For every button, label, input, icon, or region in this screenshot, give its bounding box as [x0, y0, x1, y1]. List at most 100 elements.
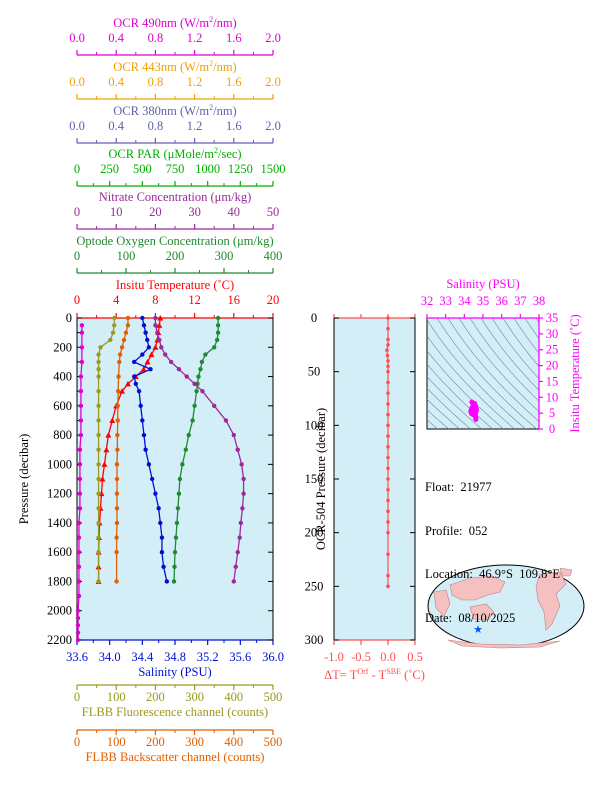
series-point — [119, 388, 126, 394]
series-point — [112, 315, 117, 321]
pressure-tick-label: 800 — [53, 428, 72, 442]
series-flbb-fluorescence-channel — [96, 315, 117, 584]
series-point — [131, 359, 137, 365]
ts-temp-tick-label: 25 — [546, 343, 559, 357]
series-point — [96, 388, 101, 394]
series-point — [196, 374, 201, 379]
series-point — [180, 462, 185, 467]
series-point — [123, 330, 129, 335]
density-contour — [513, 318, 539, 354]
dt-point — [386, 573, 390, 578]
map-africa — [433, 589, 451, 617]
series-point — [159, 549, 165, 555]
series-point — [96, 535, 101, 540]
dt-point — [386, 343, 390, 347]
pressure-tick-label: 600 — [53, 399, 72, 413]
dt-point — [386, 455, 390, 460]
density-contour — [447, 318, 539, 422]
series-point — [138, 403, 143, 409]
top-axis-tick-label: 30 — [188, 205, 201, 219]
series-point — [159, 345, 164, 350]
series-point — [156, 506, 161, 511]
series-point — [76, 520, 82, 526]
series-point — [140, 418, 145, 423]
series-point — [161, 564, 166, 570]
series-point — [198, 367, 203, 372]
bottom-axis-tick-label: 300 — [185, 690, 204, 704]
profile-number: Profile: 052 — [425, 523, 488, 538]
density-contour — [458, 318, 539, 412]
density-contour — [524, 318, 539, 340]
ts-plot-area — [426, 317, 540, 430]
series-point — [152, 344, 159, 350]
series-point — [78, 432, 84, 438]
top-axis-tick-label: 0 — [74, 293, 80, 307]
dt-point — [386, 391, 390, 395]
density-contour — [427, 376, 483, 429]
profile-plot-area — [76, 317, 274, 641]
ts-salinity-tick-label: 32 — [421, 294, 434, 308]
series-point — [183, 447, 188, 452]
dt-tick-label: -0.5 — [351, 650, 371, 664]
dt-point — [386, 337, 390, 342]
dt-point — [386, 530, 390, 535]
series-point — [98, 345, 103, 350]
series-point — [144, 358, 151, 365]
series-point — [241, 491, 246, 496]
bottom-axis-tick-label: 0 — [74, 735, 80, 749]
series-point — [96, 476, 101, 482]
series-point — [156, 322, 163, 328]
bottom-axis-title: FLBB Fluorescence channel (counts) — [82, 705, 268, 719]
series-point — [159, 535, 165, 540]
series-point — [155, 330, 160, 335]
series-point — [143, 330, 148, 335]
series-point — [237, 535, 242, 540]
series-point — [76, 593, 82, 599]
map-americas — [535, 571, 567, 631]
series-point — [114, 579, 119, 584]
series-point — [96, 418, 101, 423]
series-point — [77, 476, 83, 482]
top-axis-tick-label: 1.2 — [187, 119, 203, 133]
series-point — [215, 315, 221, 321]
pressure-tick-label: 1600 — [47, 545, 72, 559]
series-point — [214, 337, 220, 343]
series-point — [125, 315, 131, 321]
ocr-pressure-tick-label: 0 — [311, 311, 317, 325]
series-point — [200, 388, 205, 394]
series-point — [231, 432, 236, 438]
series-point — [76, 549, 82, 555]
ocr-pressure-tick-label: 250 — [305, 579, 324, 593]
series-point — [175, 506, 181, 511]
series-point — [75, 630, 81, 635]
series-point — [153, 323, 158, 328]
dt-point — [386, 498, 390, 503]
top-axis-tick-label: 300 — [215, 249, 234, 263]
ts-temp-tick-label: 20 — [546, 359, 559, 373]
series-point — [172, 564, 177, 570]
density-contour — [427, 319, 527, 429]
dt-point — [385, 348, 389, 353]
top-axis-tick-label: 0.8 — [148, 31, 164, 45]
profile-series — [75, 315, 246, 643]
top-axis-tick-label: 0.8 — [148, 119, 164, 133]
bottom-axis-tick-label: 100 — [107, 690, 126, 704]
series-point — [215, 330, 221, 335]
ocr-pressure-tick-label: 300 — [305, 633, 324, 647]
series-point — [235, 549, 240, 555]
dt-point — [386, 326, 390, 331]
bottom-axis-tick-label: 200 — [146, 690, 165, 704]
series-point — [96, 367, 101, 372]
series-point — [115, 418, 120, 423]
series-point — [125, 323, 131, 328]
pressure-tick-label: 2000 — [47, 604, 72, 618]
ocr-pressure-tick-label: 50 — [308, 365, 321, 379]
series-point — [96, 352, 101, 357]
series-point — [140, 366, 147, 372]
pressure-axis: 0 200 400 600 800 1000 1200 1400 1600 1800 2000 220… — [17, 311, 273, 647]
series-point — [96, 520, 101, 526]
dt-point — [385, 353, 390, 358]
top-axis-tick-label: 400 — [264, 249, 283, 263]
dt-point — [386, 509, 390, 513]
series-point — [203, 352, 208, 357]
